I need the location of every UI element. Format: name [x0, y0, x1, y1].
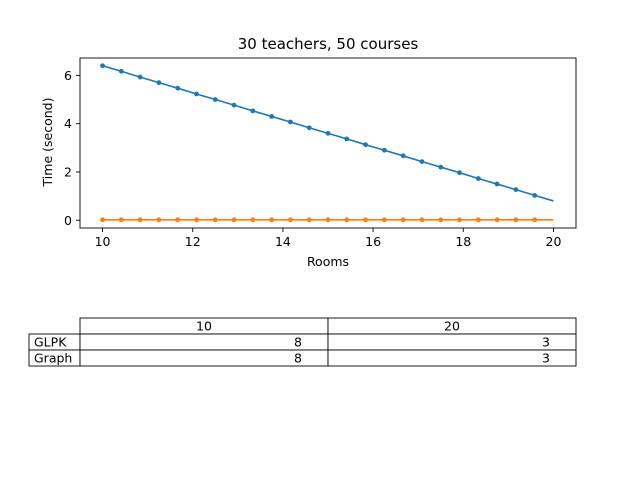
x-axis-title: Rooms [307, 254, 349, 269]
table-cell [327, 333, 577, 351]
series-2-point [137, 217, 143, 223]
series-1-point [381, 147, 387, 153]
series-2-point [175, 217, 181, 223]
series-2-point [288, 217, 293, 223]
series-2-point [231, 217, 237, 223]
series-1-point [269, 114, 275, 119]
series-1-point [363, 142, 368, 148]
series-2-point [118, 217, 124, 223]
series-2-point [438, 217, 444, 223]
table-cell [79, 333, 329, 351]
series-1-point [475, 176, 481, 181]
chart-title: 30 teachers, 50 courses [238, 35, 419, 53]
series-2-point [269, 217, 275, 223]
x-tick-label: 18 [455, 234, 471, 249]
series-1-point [494, 181, 500, 187]
series-1-point [212, 97, 218, 102]
y-tick-label: 6 [64, 68, 72, 83]
series-2-point [306, 217, 312, 223]
series-2-point [475, 217, 481, 223]
series-1-point [438, 164, 444, 170]
series-1-point [156, 80, 162, 86]
series-2-point [212, 217, 218, 223]
table-cell [79, 349, 329, 367]
series-2-point [381, 217, 387, 223]
series-1-point [325, 130, 331, 136]
plot-area [100, 63, 554, 223]
plot-frame [79, 57, 577, 229]
table-header-label: 20 [444, 319, 460, 334]
series-1-point [194, 91, 199, 97]
series-1-point [419, 159, 425, 164]
x-tick-label: 20 [546, 234, 562, 249]
series-2-point [100, 217, 105, 223]
series-1-point [344, 136, 350, 142]
series-2-point [344, 217, 350, 223]
table-cell-value: 3 [542, 335, 550, 350]
data-table: 10 20 GLPK 8 3 Graph 8 3 [28, 317, 577, 367]
series-1-point [400, 153, 406, 159]
table-row-label: Graph [34, 351, 72, 366]
x-tick-label: 10 [95, 234, 111, 249]
y-axis-title: Time (second) [40, 98, 55, 188]
series-1-point [306, 125, 312, 131]
table-row-label: GLPK [34, 335, 67, 350]
x-tick-label: 14 [275, 234, 291, 249]
table-cell-value: 8 [294, 335, 302, 350]
series-2-point [250, 217, 256, 223]
series-1-point [175, 85, 181, 91]
x-tick-label: 16 [365, 234, 381, 249]
series-1-point [250, 108, 256, 114]
series-1-point [118, 68, 124, 74]
table-cell [327, 349, 577, 367]
series-1-point [532, 193, 538, 198]
series-1-point [100, 63, 105, 69]
series-1-point [137, 74, 143, 80]
series-2-point [194, 217, 199, 223]
series-1-point [513, 187, 519, 193]
y-tick-label: 4 [64, 116, 72, 131]
table-header-label: 10 [196, 319, 212, 334]
series-1-point [231, 102, 237, 108]
series-2-point [532, 217, 538, 223]
series-1-point [457, 170, 462, 176]
x-tick-label: 12 [185, 234, 201, 249]
series-2-point [457, 217, 462, 223]
series-2-point [325, 217, 331, 223]
y-tick-label: 2 [64, 164, 72, 179]
axes: 10 12 14 16 18 20 0 2 4 6 [64, 57, 577, 249]
series-2-point [419, 217, 425, 223]
series-1-point [288, 119, 293, 125]
series-2-point [156, 217, 162, 223]
series-2-point [400, 217, 406, 223]
series-2-point [494, 217, 500, 223]
table-cell-value: 3 [542, 351, 550, 366]
table-cell-value: 8 [294, 351, 302, 366]
series-2-point [513, 217, 519, 223]
y-tick-label: 0 [64, 213, 72, 228]
series-2-point [363, 217, 368, 223]
